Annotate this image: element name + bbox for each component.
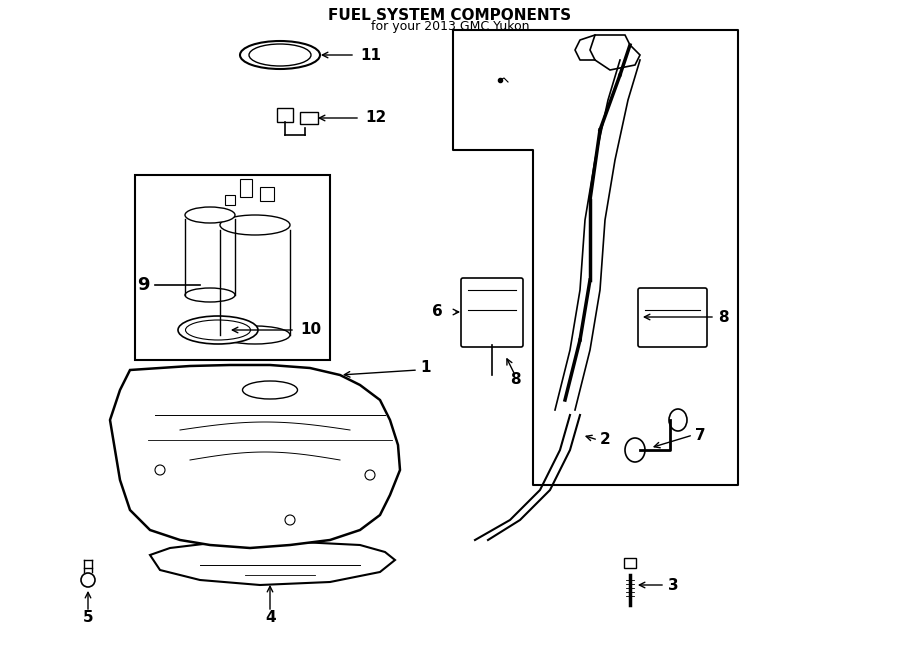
Text: 3: 3: [668, 578, 679, 592]
Ellipse shape: [365, 470, 375, 480]
Bar: [135, 175, 330, 360]
Ellipse shape: [669, 409, 687, 431]
Bar: [277, 108, 293, 122]
Bar: [260, 187, 274, 201]
Text: 5: 5: [83, 611, 94, 625]
Text: 11: 11: [360, 48, 381, 63]
Polygon shape: [110, 365, 400, 548]
Polygon shape: [590, 35, 640, 70]
Text: 10: 10: [300, 323, 321, 338]
Ellipse shape: [240, 41, 320, 69]
Ellipse shape: [220, 215, 290, 235]
Ellipse shape: [185, 320, 250, 340]
Ellipse shape: [81, 573, 95, 587]
Polygon shape: [150, 542, 395, 585]
Text: FUEL SYSTEM COMPONENTS: FUEL SYSTEM COMPONENTS: [328, 8, 572, 23]
Text: 6: 6: [432, 305, 443, 319]
Ellipse shape: [178, 316, 258, 344]
Bar: [300, 112, 318, 124]
Text: 1: 1: [420, 360, 430, 375]
Text: for your 2013 GMC Yukon: for your 2013 GMC Yukon: [371, 20, 529, 33]
FancyBboxPatch shape: [638, 288, 707, 347]
Text: 8: 8: [718, 309, 729, 325]
Bar: [624, 558, 636, 568]
Ellipse shape: [242, 381, 298, 399]
Ellipse shape: [249, 44, 311, 66]
Ellipse shape: [625, 438, 645, 462]
Text: 12: 12: [365, 110, 386, 126]
Bar: [240, 179, 252, 197]
Ellipse shape: [155, 465, 165, 475]
Text: 7: 7: [695, 428, 706, 442]
Text: 4: 4: [265, 611, 275, 625]
Text: 9: 9: [137, 276, 149, 294]
Bar: [225, 195, 235, 205]
Ellipse shape: [185, 288, 235, 302]
Ellipse shape: [220, 326, 290, 344]
Text: 8: 8: [510, 373, 520, 387]
Ellipse shape: [185, 207, 235, 223]
Ellipse shape: [285, 515, 295, 525]
FancyBboxPatch shape: [461, 278, 523, 347]
Text: 2: 2: [600, 432, 611, 447]
